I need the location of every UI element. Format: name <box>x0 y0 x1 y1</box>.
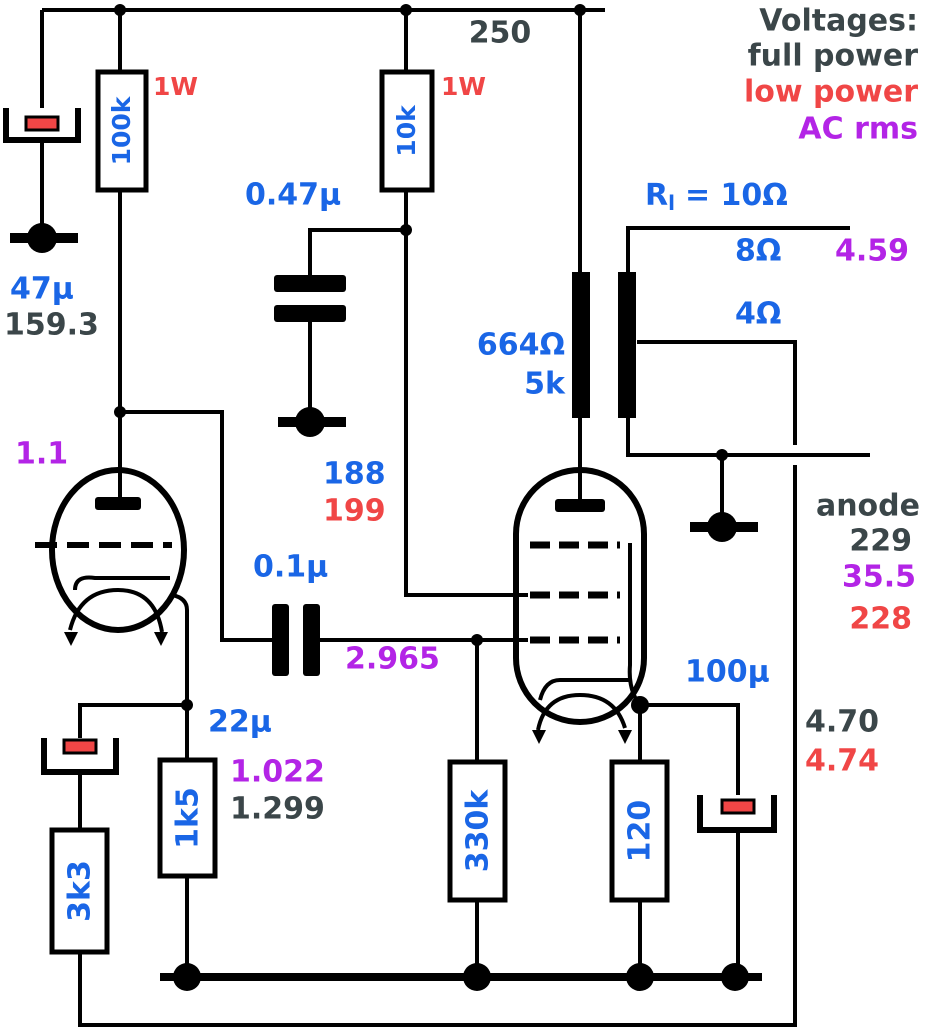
legend-full: full power <box>748 39 919 74</box>
junction <box>631 696 649 714</box>
junction <box>114 4 126 16</box>
resistor-label: 3k3 <box>63 860 98 922</box>
capacitor-label: 47µ <box>10 272 74 307</box>
supply-voltage: 250 <box>469 16 532 51</box>
triode-cathode <box>73 575 170 591</box>
ground <box>10 233 78 243</box>
capacitor <box>697 795 777 833</box>
cathode-voltage: 4.74 <box>805 744 879 779</box>
junction <box>463 963 491 991</box>
pentode-cathode <box>538 678 630 701</box>
anode-label: anode <box>816 489 920 524</box>
ac-voltage: 1.022 <box>230 755 325 790</box>
capacitor-plate <box>274 275 346 292</box>
junction <box>114 406 126 418</box>
capacitor-plate <box>272 604 289 676</box>
capacitor-plate <box>274 305 346 322</box>
capacitor-label: 0.47µ <box>245 178 341 213</box>
pentode-grids <box>530 541 620 644</box>
resistor <box>379 69 435 193</box>
capacitor <box>41 738 119 775</box>
heater-arrow <box>64 632 168 646</box>
wire <box>78 226 870 1027</box>
resistor <box>49 827 110 955</box>
ground <box>278 417 346 427</box>
resistor <box>447 759 508 903</box>
resistor <box>95 69 149 193</box>
resistor-label: 120 <box>623 800 658 863</box>
resistor-label: 10k <box>392 104 421 157</box>
junction <box>626 963 654 991</box>
resistor-label: 1k5 <box>171 787 206 849</box>
load-symbol: R <box>645 178 668 213</box>
capacitor-label: 22µ <box>208 705 272 740</box>
junction <box>716 449 728 461</box>
capacitor-plate <box>62 738 98 755</box>
resistor <box>609 759 670 903</box>
tap-label: 4Ω <box>735 297 781 332</box>
triode-anode <box>95 497 141 510</box>
rating: 1W <box>153 72 198 101</box>
transformer-label: 5k <box>524 367 566 402</box>
anode-voltage: 228 <box>849 602 912 637</box>
capacitor-label: 0.1µ <box>253 550 328 585</box>
screen-voltage: 199 <box>323 494 386 529</box>
legend-title: Voltages: <box>759 4 918 39</box>
pentode-anode <box>555 499 605 512</box>
junction <box>173 963 201 991</box>
heater <box>68 587 164 633</box>
junction <box>400 4 412 16</box>
anode-voltage: 229 <box>849 524 912 559</box>
wire <box>78 593 189 977</box>
junction <box>574 4 586 16</box>
legend-low: low power <box>744 75 918 110</box>
ac-voltage: 1.1 <box>15 437 68 472</box>
capacitor-label: 100µ <box>685 655 770 690</box>
legend-ac: AC rms <box>798 112 918 147</box>
heater-arrow <box>532 730 632 744</box>
junction <box>471 634 483 646</box>
screen-voltage: 188 <box>323 457 386 492</box>
capacitor-plate <box>303 604 320 676</box>
junction <box>721 963 749 991</box>
resistor-label: 330k <box>461 789 496 873</box>
ground <box>690 522 758 532</box>
wire <box>118 10 272 642</box>
capacitor <box>3 108 81 143</box>
resistor-label: 100k <box>107 95 136 165</box>
ac-voltage: 2.965 <box>345 642 440 677</box>
transformer-label: 664Ω <box>477 328 565 363</box>
capacitor-plate <box>720 798 756 815</box>
triode-envelope <box>49 467 187 633</box>
junction <box>400 224 412 236</box>
tap-label: 8Ω <box>735 234 781 269</box>
heater <box>536 692 627 731</box>
load-label: Rl = 10Ω <box>645 178 788 215</box>
voltage: 159.3 <box>4 308 99 343</box>
transformer-winding <box>572 272 590 418</box>
transformer-winding <box>618 272 636 418</box>
voltage: 1.299 <box>230 792 325 827</box>
resistor <box>157 757 218 879</box>
junctions <box>114 4 749 991</box>
rating: 1W <box>441 72 486 101</box>
load-value: = 10Ω <box>685 178 788 213</box>
ac-voltage: 4.59 <box>835 234 909 269</box>
pentode-envelope <box>513 467 647 725</box>
wire <box>627 543 740 977</box>
junction <box>181 699 193 711</box>
load-subscript: l <box>668 191 675 215</box>
cathode-voltage: 4.70 <box>805 705 879 740</box>
capacitor-plate <box>24 115 60 132</box>
wire <box>308 10 528 597</box>
anode-ac: 35.5 <box>842 560 916 595</box>
